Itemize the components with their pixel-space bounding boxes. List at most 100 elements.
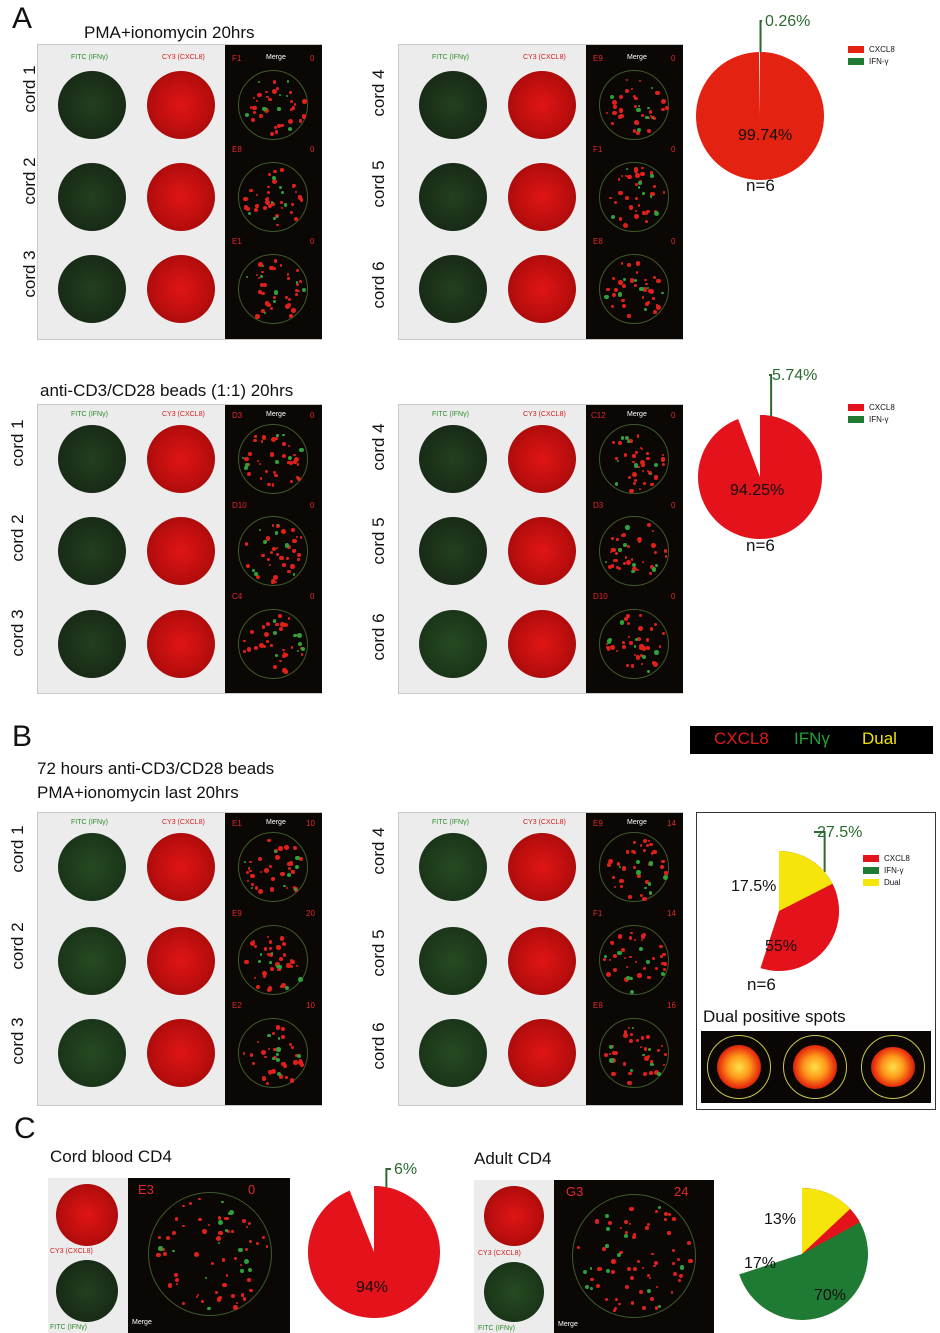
red-spot [251,1062,256,1066]
red-spot [244,959,249,965]
red-spot [609,1053,612,1056]
fitc-well [419,610,487,678]
green-spot [631,562,637,568]
red-spot [257,93,262,98]
red-spot [276,524,281,529]
red-spot [274,581,277,584]
fitc-well [58,610,126,678]
red-spot [296,283,300,287]
red-spot [611,293,616,298]
red-spot [650,171,654,175]
red-spot [279,168,284,172]
red-spot [631,460,635,464]
red-spot [607,863,611,867]
red-spot [252,940,256,943]
pie-label: 94% [356,1279,388,1296]
green-spot [629,976,633,981]
red-spot [254,208,259,213]
red-spot [265,90,268,93]
well-id: D3 [232,411,243,420]
green-spot [636,870,641,875]
red-spot [214,1291,218,1294]
summary-box-b: 27.5% 55% 17.5% n=6 CXCL8 IFN-γ Dual Dual … [696,812,936,1110]
cord-label: cord 2 [20,157,39,205]
fitc-header: FITC (IFNγ) [71,54,108,61]
green-spot [269,961,272,964]
green-spot [287,126,292,131]
cy3-well [508,425,576,493]
red-spot [639,893,644,898]
red-spot [640,1036,645,1040]
red-spot [292,459,297,464]
pie-label: 0.26% [765,13,810,30]
red-spot [275,854,281,860]
green-spot [292,572,296,576]
red-spot [272,574,278,580]
red-spot [638,646,644,651]
green-spot [629,1069,633,1073]
merge-well [599,70,669,140]
cy3-header: CY3 (CXCL8) [523,411,566,418]
red-spot [621,532,627,538]
red-spot [645,282,648,286]
fitc-well [58,927,126,995]
spot-count: 14 [667,819,676,828]
spot-count: 0 [671,592,676,601]
red-spot [254,435,257,438]
green-spot [642,1053,645,1057]
red-spot [280,1026,286,1032]
red-spot [621,283,627,289]
red-spot [644,302,649,306]
condition-72h-line1: 72 hours anti-CD3/CD28 beads [37,759,275,778]
red-spot [604,1297,609,1302]
red-spot [208,1224,211,1227]
red-spot [271,1069,277,1074]
red-spot [242,639,246,643]
red-spot [612,953,618,959]
red-spot [253,438,258,443]
red-spot [282,453,287,458]
red-spot [619,1226,622,1229]
cy3-header: CY3 (CXCL8) [162,411,205,418]
red-spot [661,107,665,112]
cy3-well [508,517,576,585]
red-spot [289,210,293,214]
red-spot [282,648,285,652]
red-spot [604,1053,608,1058]
red-spot [277,614,281,617]
red-spot [642,896,647,902]
red-spot [610,1270,615,1274]
green-spot [225,1229,229,1233]
red-spot [628,488,634,494]
fitc-well [58,71,126,139]
green-spot [286,873,291,878]
cord-label: cord 3 [20,250,39,298]
green-spot [301,288,306,293]
red-spot [264,108,270,114]
red-spot [264,868,269,873]
red-spot [287,298,291,302]
red-spot [293,548,296,551]
fitc-header: FITC (IFNγ) [432,54,469,61]
red-spot [265,1245,269,1248]
red-spot [268,1047,271,1050]
red-spot [633,129,637,133]
cy3-well [147,255,215,323]
merge-well [238,1018,308,1088]
red-spot [269,452,275,457]
red-spot [618,1302,622,1306]
n-label: n=6 [746,536,775,555]
n-label: n=6 [747,975,776,994]
red-spot [167,1283,173,1288]
red-spot [235,1302,239,1305]
red-spot [198,1197,201,1201]
red-spot [642,966,646,971]
red-spot [269,131,275,137]
red-spot [625,88,630,93]
red-spot [239,1263,243,1267]
green-spot [218,1220,223,1225]
red-spot [250,629,255,634]
red-spot [259,477,263,480]
red-spot [243,649,247,653]
fitc-well [419,71,487,139]
